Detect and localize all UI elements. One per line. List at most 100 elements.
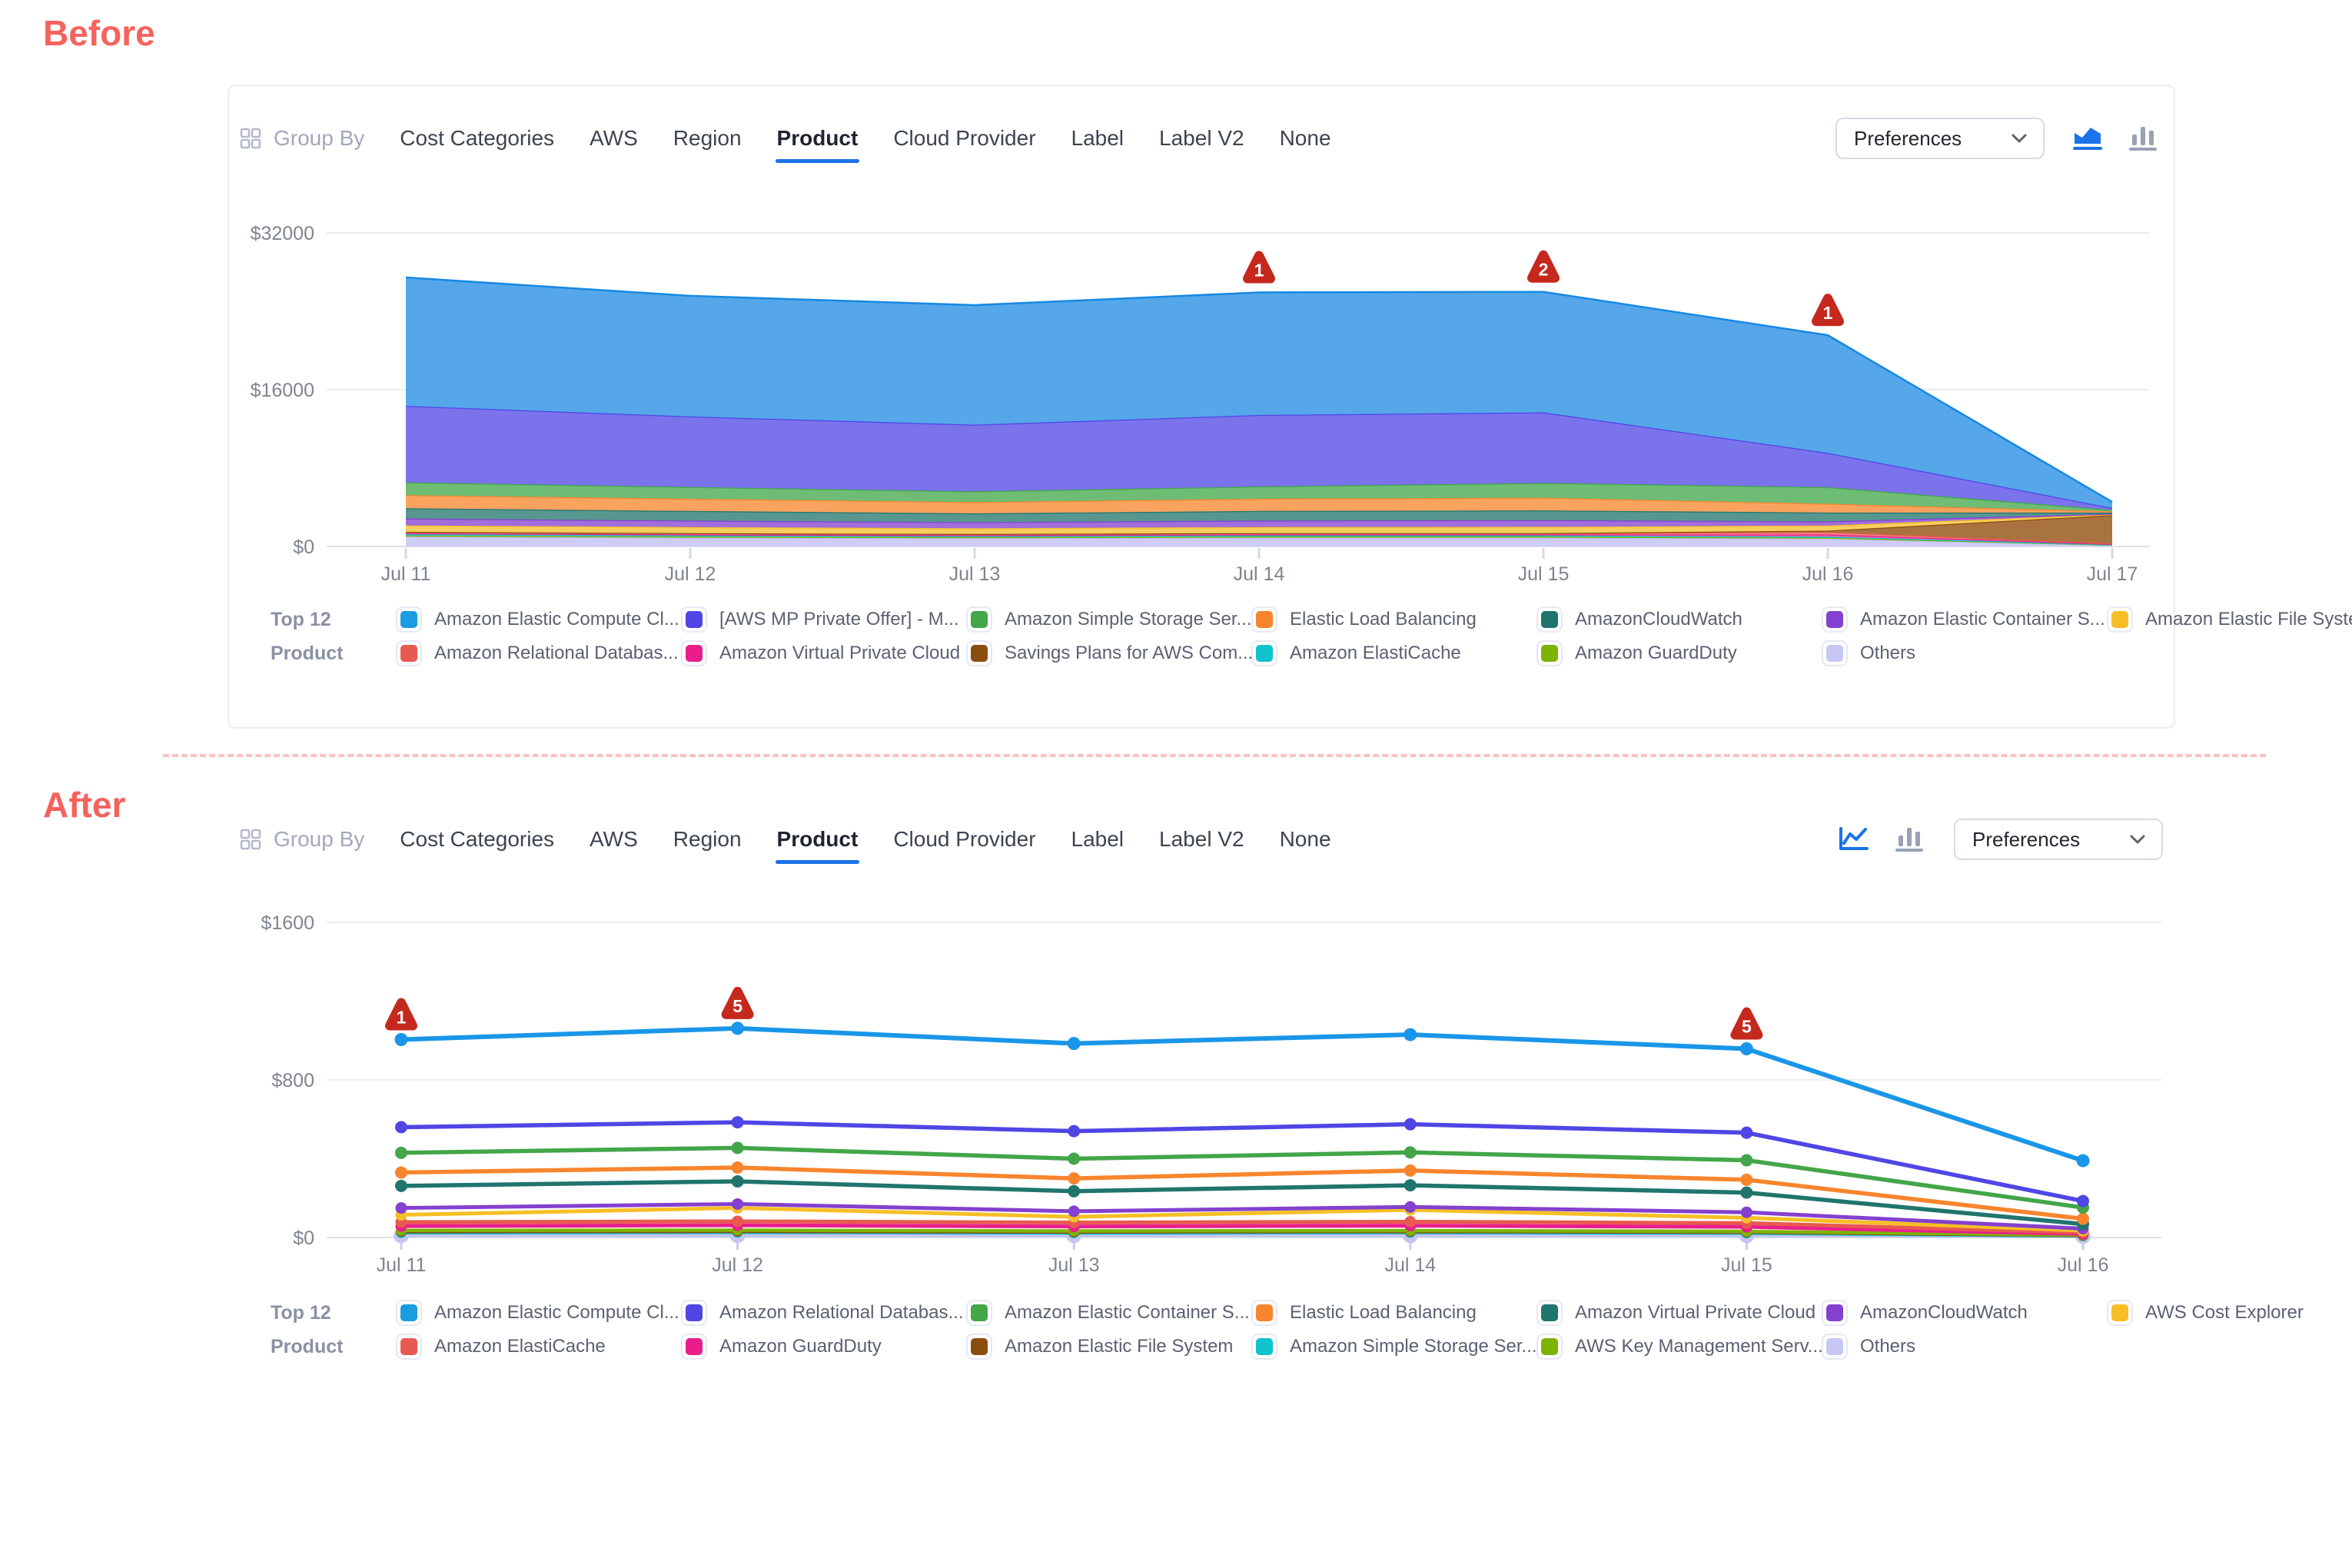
tab-region[interactable]: Region bbox=[673, 126, 742, 150]
data-point-marker[interactable] bbox=[1404, 1216, 1417, 1227]
data-point-marker[interactable] bbox=[1404, 1179, 1417, 1192]
preferences-dropdown[interactable]: Preferences bbox=[1835, 118, 2045, 159]
data-point-marker[interactable] bbox=[731, 1022, 745, 1035]
area-series[interactable] bbox=[406, 537, 2112, 546]
data-point-marker[interactable] bbox=[1068, 1125, 1081, 1138]
line-series[interactable] bbox=[401, 1234, 2084, 1238]
data-point-marker[interactable] bbox=[732, 1198, 744, 1210]
tab-none[interactable]: None bbox=[1279, 827, 1331, 851]
legend-item[interactable]: AmazonCloudWatch bbox=[1536, 606, 1822, 633]
data-point-marker[interactable] bbox=[395, 1166, 407, 1179]
data-point-marker[interactable] bbox=[1740, 1186, 1753, 1199]
after-line-chart[interactable]: $0 $800 $1600 Jul 11 Jul 12 Jul 13 Jul 14 Jul 1… bbox=[228, 911, 2175, 1295]
data-point-marker[interactable] bbox=[1068, 1172, 1081, 1185]
line-chart-icon[interactable] bbox=[1835, 823, 1872, 855]
data-point-marker[interactable] bbox=[1068, 1205, 1080, 1218]
legend-item[interactable]: Amazon ElastiCache bbox=[1251, 640, 1536, 666]
line-series[interactable] bbox=[400, 1206, 2084, 1233]
tab-none[interactable]: None bbox=[1279, 126, 1331, 150]
data-point-marker[interactable] bbox=[731, 1174, 744, 1188]
data-point-marker[interactable] bbox=[731, 1116, 744, 1129]
data-point-marker[interactable] bbox=[732, 1215, 744, 1227]
data-point-marker[interactable] bbox=[1740, 1154, 1753, 1167]
line-series[interactable] bbox=[400, 1228, 2084, 1237]
legend-item[interactable]: Amazon Elastic Container S... bbox=[1822, 606, 2107, 633]
anomaly-badge[interactable] bbox=[721, 986, 754, 1019]
tab-label[interactable]: Label bbox=[1071, 126, 1125, 150]
legend-item[interactable]: Amazon Relational Databas... bbox=[396, 640, 681, 666]
legend-item[interactable]: [AWS MP Private Offer] - M... bbox=[681, 606, 966, 633]
legend-item[interactable]: Elastic Load Balancing bbox=[1251, 1300, 1536, 1326]
data-point-marker[interactable] bbox=[1068, 1184, 1081, 1198]
legend-item[interactable]: Amazon Simple Storage Ser... bbox=[966, 606, 1252, 633]
line-series[interactable] bbox=[400, 1219, 2084, 1235]
tab-label[interactable]: Label bbox=[1071, 827, 1125, 851]
data-point-marker[interactable] bbox=[731, 1161, 744, 1174]
data-point-marker[interactable] bbox=[731, 1141, 744, 1154]
legend-item[interactable]: Amazon Simple Storage Ser... bbox=[1251, 1334, 1537, 1360]
area-series[interactable] bbox=[406, 495, 2112, 513]
tab-label-v2[interactable]: Label V2 bbox=[1159, 126, 1244, 150]
line-series[interactable] bbox=[400, 1120, 2084, 1204]
line-series[interactable] bbox=[400, 1201, 2084, 1231]
area-chart-icon[interactable] bbox=[2069, 122, 2106, 154]
tab-region[interactable]: Region bbox=[673, 827, 742, 851]
data-point-marker[interactable] bbox=[1740, 1126, 1753, 1139]
legend-item[interactable]: Elastic Load Balancing bbox=[1251, 606, 1536, 633]
data-point-marker[interactable] bbox=[395, 1121, 407, 1134]
data-point-marker[interactable] bbox=[395, 1179, 407, 1192]
tab-cloud-provider[interactable]: Cloud Provider bbox=[893, 827, 1036, 851]
data-point-marker[interactable] bbox=[1404, 1201, 1417, 1213]
data-point-marker[interactable] bbox=[1404, 1028, 1417, 1041]
data-point-marker[interactable] bbox=[395, 1202, 407, 1214]
tab-label-v2[interactable]: Label V2 bbox=[1159, 827, 1244, 851]
preferences-dropdown[interactable]: Preferences bbox=[1954, 819, 2163, 860]
line-series[interactable] bbox=[400, 1179, 2084, 1227]
data-point-marker[interactable] bbox=[2077, 1194, 2089, 1208]
anomaly-badge[interactable] bbox=[1812, 294, 1844, 327]
legend-item[interactable]: Amazon ElastiCache bbox=[396, 1334, 681, 1360]
anomaly-badge[interactable] bbox=[1527, 250, 1560, 283]
legend-item[interactable]: AmazonCloudWatch bbox=[1822, 1300, 2107, 1326]
before-stacked-area-chart[interactable]: $0 $16000 $32000 Jul 11 Jul 12 Jul 13 Jul 14 Ju… bbox=[228, 219, 2175, 603]
data-point-marker[interactable] bbox=[394, 1032, 408, 1046]
data-point-marker[interactable] bbox=[2076, 1154, 2090, 1168]
tab-cost-categories[interactable]: Cost Categories bbox=[400, 827, 555, 851]
tab-cost-categories[interactable]: Cost Categories bbox=[400, 126, 555, 150]
area-series[interactable] bbox=[406, 277, 2112, 508]
tab-product[interactable]: Product bbox=[775, 827, 860, 864]
line-series[interactable] bbox=[400, 1165, 2084, 1221]
data-point-marker[interactable] bbox=[1404, 1146, 1417, 1159]
area-series[interactable] bbox=[406, 406, 2112, 510]
data-point-marker[interactable] bbox=[395, 1146, 407, 1159]
data-point-marker[interactable] bbox=[1740, 1173, 1753, 1186]
legend-item[interactable]: Amazon Elastic Compute Cl... bbox=[396, 606, 681, 633]
line-series[interactable] bbox=[400, 1223, 2084, 1236]
data-point-marker[interactable] bbox=[1404, 1118, 1417, 1131]
bar-chart-icon[interactable] bbox=[2126, 122, 2160, 154]
tab-aws[interactable]: AWS bbox=[590, 126, 638, 150]
tab-cloud-provider[interactable]: Cloud Provider bbox=[893, 126, 1036, 150]
anomaly-badge[interactable] bbox=[1730, 1007, 1763, 1040]
legend-item[interactable]: Amazon Relational Databas... bbox=[681, 1300, 966, 1326]
data-point-marker[interactable] bbox=[1404, 1164, 1417, 1177]
legend-item[interactable]: Savings Plans for AWS Com... bbox=[966, 640, 1253, 666]
line-series[interactable] bbox=[400, 1145, 2084, 1210]
legend-item[interactable]: Others bbox=[1822, 640, 2107, 666]
tab-product[interactable]: Product bbox=[775, 126, 860, 163]
legend-item[interactable]: Others bbox=[1822, 1334, 2107, 1360]
anomaly-badge[interactable] bbox=[1243, 251, 1275, 284]
legend-item[interactable]: Amazon Virtual Private Cloud bbox=[681, 640, 966, 666]
data-point-marker[interactable] bbox=[1739, 1042, 1753, 1056]
data-point-marker[interactable] bbox=[1067, 1037, 1081, 1051]
line-series[interactable] bbox=[400, 1025, 2084, 1163]
legend-item[interactable]: Amazon GuardDuty bbox=[1536, 640, 1822, 666]
legend-item[interactable]: AWS Cost Explorer bbox=[2107, 1300, 2352, 1326]
bar-chart-icon[interactable] bbox=[1892, 823, 1926, 855]
data-point-marker[interactable] bbox=[1068, 1152, 1081, 1165]
anomaly-badge[interactable] bbox=[385, 998, 417, 1031]
legend-item[interactable]: Amazon Virtual Private Cloud bbox=[1536, 1300, 1822, 1326]
data-point-marker[interactable] bbox=[1740, 1206, 1752, 1218]
legend-item[interactable]: AWS Key Management Serv... bbox=[1536, 1334, 1823, 1360]
area-series[interactable] bbox=[406, 531, 2112, 544]
